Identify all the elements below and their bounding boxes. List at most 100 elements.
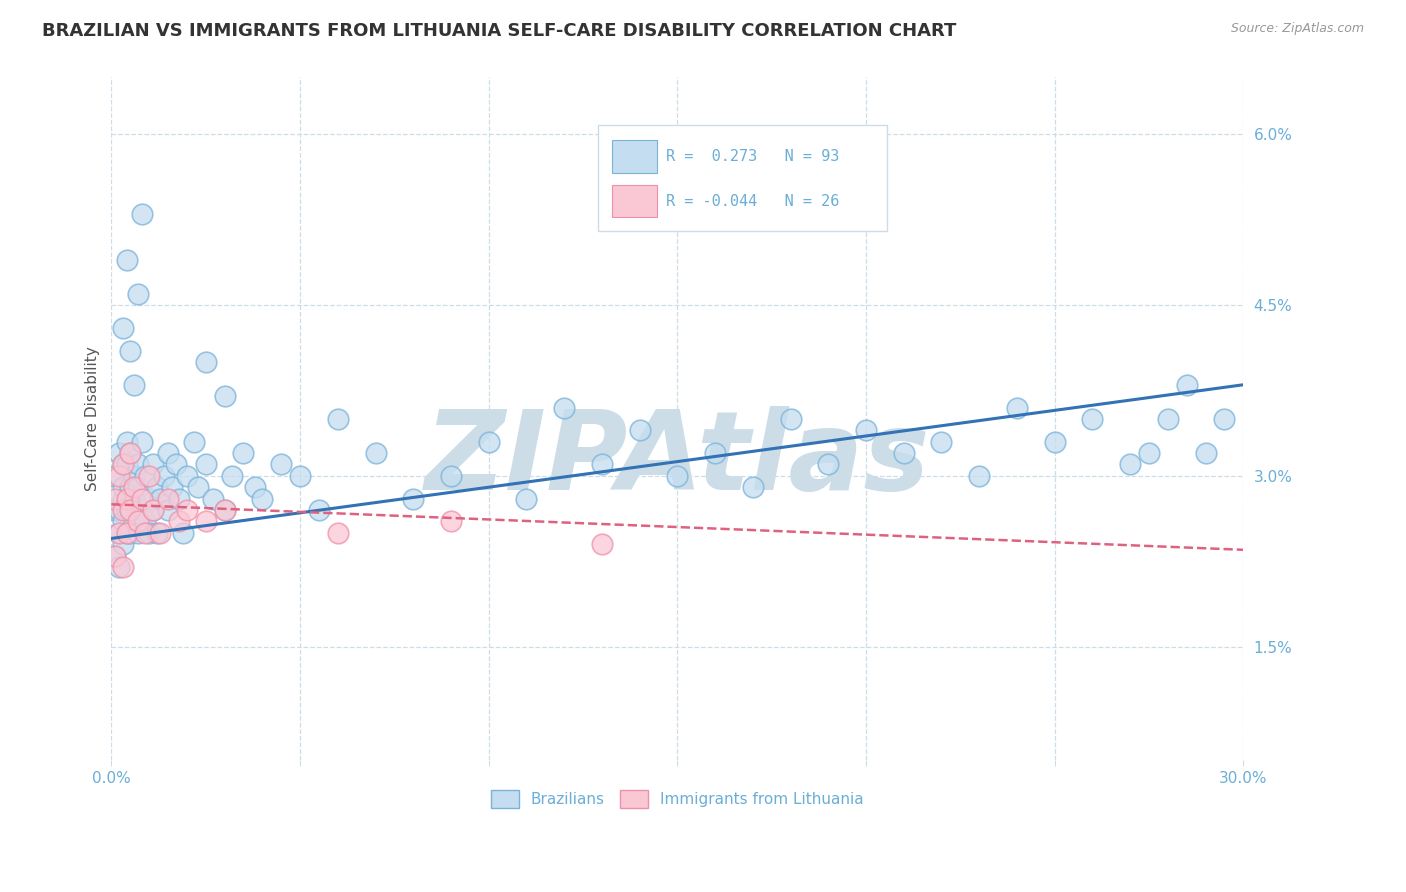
Point: [194, 458, 217, 472]
Point: [308, 503, 330, 517]
Point: [202, 491, 225, 506]
Point: [142, 458, 165, 472]
Point: [478, 434, 501, 449]
Point: [131, 434, 153, 449]
Point: [1005, 401, 1028, 415]
Point: [145, 525, 167, 540]
Point: [104, 491, 127, 506]
Point: [817, 458, 839, 472]
Point: [628, 423, 651, 437]
Point: [1157, 412, 1180, 426]
Point: [115, 525, 138, 540]
Point: [115, 458, 138, 472]
Point: [120, 446, 142, 460]
Point: [127, 286, 149, 301]
Point: [931, 434, 953, 449]
Point: [1043, 434, 1066, 449]
Point: [111, 514, 134, 528]
Point: [156, 491, 179, 506]
Point: [104, 503, 127, 517]
Point: [779, 412, 801, 426]
Point: [120, 503, 142, 517]
Point: [232, 446, 254, 460]
Point: [111, 458, 134, 472]
Point: [176, 503, 198, 517]
Point: [666, 468, 689, 483]
Point: [122, 491, 145, 506]
Text: Source: ZipAtlas.com: Source: ZipAtlas.com: [1230, 22, 1364, 36]
Point: [120, 525, 142, 540]
Point: [115, 434, 138, 449]
Point: [515, 491, 537, 506]
Point: [131, 503, 153, 517]
Point: [127, 458, 149, 472]
Point: [134, 525, 156, 540]
Point: [364, 446, 387, 460]
Point: [120, 446, 142, 460]
Point: [252, 491, 274, 506]
Point: [115, 491, 138, 506]
Point: [1194, 446, 1216, 460]
Point: [145, 480, 167, 494]
Point: [120, 480, 142, 494]
Point: [111, 321, 134, 335]
Point: [1175, 377, 1198, 392]
Point: [741, 480, 763, 494]
Point: [108, 560, 131, 574]
Point: [122, 480, 145, 494]
Point: [142, 503, 165, 517]
Point: [440, 514, 463, 528]
Point: [104, 549, 127, 563]
Point: [194, 355, 217, 369]
Point: [115, 491, 138, 506]
Point: [108, 525, 131, 540]
Point: [131, 491, 153, 506]
Point: [160, 480, 183, 494]
Point: [111, 491, 134, 506]
Point: [172, 525, 194, 540]
Point: [1119, 458, 1142, 472]
Bar: [612, 140, 657, 173]
Point: [111, 503, 134, 517]
Point: [142, 503, 165, 517]
Y-axis label: Self-Care Disability: Self-Care Disability: [86, 346, 100, 491]
Point: [591, 458, 613, 472]
Point: [270, 458, 292, 472]
Point: [440, 468, 463, 483]
Point: [127, 480, 149, 494]
Point: [127, 525, 149, 540]
Point: [176, 468, 198, 483]
Point: [115, 252, 138, 267]
Point: [134, 514, 156, 528]
Point: [138, 491, 160, 506]
Point: [122, 514, 145, 528]
Bar: [612, 185, 657, 218]
Text: BRAZILIAN VS IMMIGRANTS FROM LITHUANIA SELF-CARE DISABILITY CORRELATION CHART: BRAZILIAN VS IMMIGRANTS FROM LITHUANIA S…: [42, 22, 956, 40]
Point: [326, 412, 349, 426]
Point: [131, 207, 153, 221]
Point: [855, 423, 877, 437]
Point: [120, 503, 142, 517]
Point: [169, 491, 191, 506]
Point: [1213, 412, 1236, 426]
Point: [165, 458, 187, 472]
Point: [134, 468, 156, 483]
Point: [108, 525, 131, 540]
Point: [111, 560, 134, 574]
Point: [156, 446, 179, 460]
FancyBboxPatch shape: [598, 125, 887, 231]
Point: [111, 458, 134, 472]
Point: [967, 468, 990, 483]
Text: ZIPAtlas: ZIPAtlas: [425, 407, 931, 514]
Point: [704, 446, 727, 460]
Point: [115, 525, 138, 540]
Point: [214, 389, 236, 403]
Text: R = -0.044   N = 26: R = -0.044 N = 26: [666, 194, 839, 209]
Point: [108, 446, 131, 460]
Point: [326, 525, 349, 540]
Point: [194, 514, 217, 528]
Point: [138, 525, 160, 540]
Point: [183, 434, 205, 449]
Point: [169, 514, 191, 528]
Point: [1137, 446, 1160, 460]
